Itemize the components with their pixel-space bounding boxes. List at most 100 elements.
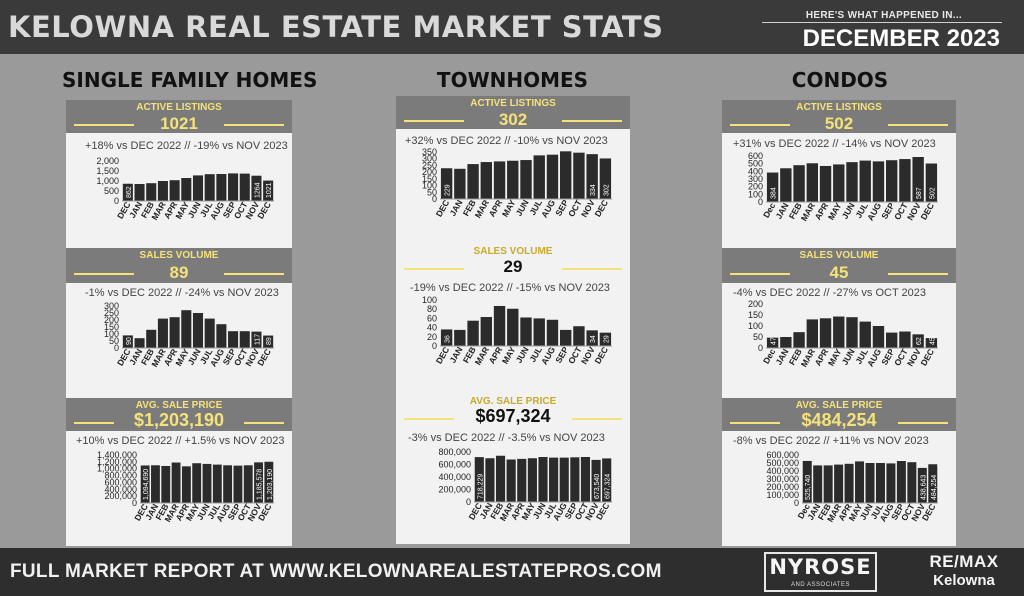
x-category-label: DEC bbox=[592, 198, 610, 219]
report-link[interactable]: FULL MARKET REPORT AT WWW.KELOWNAREALEST… bbox=[10, 561, 662, 582]
bar bbox=[122, 335, 133, 348]
x-category-label: MAY bbox=[500, 345, 518, 366]
bar bbox=[228, 331, 239, 348]
chart-single-family-active-listings: 05001,0001,5002,000862DECJANFEBMARAPRMAY… bbox=[96, 156, 274, 222]
bar bbox=[912, 156, 924, 202]
bar bbox=[474, 457, 484, 502]
y-tick-label: 0 bbox=[432, 341, 437, 351]
column-title-condos: CONDOS bbox=[791, 68, 889, 92]
avg-sale-price-block: AVG. SALE PRICE $484,254 bbox=[722, 398, 956, 431]
x-category-label: DEC bbox=[255, 200, 273, 221]
bar-data-label: 36 bbox=[445, 335, 452, 343]
bar bbox=[855, 461, 865, 503]
bar bbox=[533, 318, 545, 346]
y-tick-label: 0 bbox=[114, 196, 119, 206]
bar bbox=[899, 159, 911, 202]
bar-data-label: 862 bbox=[126, 186, 133, 198]
bar bbox=[204, 174, 215, 201]
bar bbox=[440, 168, 453, 199]
logo-tagline: AND ASSOCIATES bbox=[791, 582, 850, 588]
y-tick-label: 300 bbox=[748, 174, 763, 184]
y-tick-label: 300 bbox=[104, 301, 119, 311]
y-tick-label: 80 bbox=[427, 304, 437, 314]
bar bbox=[493, 305, 506, 346]
x-category-label: MAY bbox=[826, 201, 844, 222]
accent-line bbox=[898, 422, 948, 424]
bar bbox=[467, 164, 479, 199]
metric-label: ACTIVE LISTINGS bbox=[796, 102, 882, 113]
y-tick-label: 1,200,000 bbox=[97, 457, 137, 467]
y-tick-label: 0 bbox=[758, 343, 763, 353]
active-listings-block: ACTIVE LISTINGS 1021 bbox=[66, 100, 292, 133]
bar bbox=[875, 463, 885, 503]
y-tick-label: 100 bbox=[748, 321, 763, 331]
bar bbox=[440, 329, 453, 346]
y-tick-label: 200 bbox=[104, 315, 119, 325]
bar bbox=[538, 457, 548, 502]
bar bbox=[819, 165, 832, 202]
metric-value: 302 bbox=[498, 110, 528, 129]
y-tick-label: 300,000 bbox=[766, 474, 799, 484]
accent-line bbox=[562, 268, 622, 270]
bar bbox=[806, 163, 818, 202]
y-tick-label: 500 bbox=[748, 159, 763, 169]
bar bbox=[228, 173, 239, 201]
bar bbox=[134, 338, 145, 348]
bar bbox=[204, 318, 215, 348]
chart-condos-sales-volume: 05010015020047DecJANFEBMARAPRMAYJUNJULAU… bbox=[748, 300, 938, 369]
column-title-single-family: SINGLE FAMILY HOMES bbox=[62, 68, 318, 92]
x-category-label: JAN bbox=[773, 347, 790, 367]
bar bbox=[264, 461, 274, 503]
bar-data-label: 1021 bbox=[266, 182, 273, 198]
x-category-label: DEC bbox=[592, 345, 610, 366]
bar-data-label: 229 bbox=[445, 184, 452, 196]
accent-line bbox=[74, 124, 134, 126]
y-tick-label: 1,500 bbox=[96, 166, 119, 176]
metric-label: AVG. SALE PRICE bbox=[469, 396, 557, 407]
bar-data-label: 587 bbox=[916, 187, 923, 199]
bar bbox=[239, 331, 250, 348]
y-tick-label: 200 bbox=[422, 167, 437, 177]
sales-volume-block: SALES VOLUME 29 bbox=[396, 244, 630, 276]
bar bbox=[151, 465, 160, 503]
bar bbox=[467, 320, 479, 346]
bar bbox=[146, 183, 157, 201]
y-tick-label: 60 bbox=[427, 313, 437, 323]
bar-data-label: 384 bbox=[771, 187, 778, 199]
bar-data-label: 1264 bbox=[254, 182, 261, 198]
y-tick-label: 600,000 bbox=[438, 460, 471, 470]
bar bbox=[599, 332, 612, 346]
bar bbox=[802, 460, 812, 503]
bar bbox=[925, 163, 938, 202]
accent-line bbox=[224, 124, 284, 126]
page-title: KELOWNA REAL ESTATE MARKET STATS bbox=[8, 10, 664, 44]
y-tick-label: 200,000 bbox=[438, 485, 471, 495]
bar bbox=[454, 168, 466, 199]
bar-data-label: 47 bbox=[771, 337, 778, 345]
y-tick-label: 0 bbox=[132, 498, 137, 508]
y-tick-label: 50 bbox=[427, 187, 437, 197]
chart-single-family-avg-sale-price: 0200,000400,000600,000800,0001,000,0001,… bbox=[97, 450, 274, 524]
bar-data-label: 1,185,578 bbox=[257, 469, 264, 500]
bar bbox=[886, 463, 896, 503]
metric-value: 45 bbox=[829, 263, 849, 282]
chart-single-family-sales-volume: 05010015020025030090DECJANFEBMARAPRMAYJU… bbox=[104, 301, 274, 369]
footer-bar: FULL MARKET REPORT AT WWW.KELOWNAREALEST… bbox=[0, 548, 1024, 596]
metric-value: $1,203,190 bbox=[133, 410, 225, 430]
bar bbox=[520, 317, 532, 346]
bar-data-label: 334 bbox=[590, 184, 597, 196]
y-tick-label: 200 bbox=[748, 300, 763, 309]
accent-line bbox=[244, 422, 284, 424]
metric-label: SALES VOLUME bbox=[473, 246, 553, 257]
sales-volume-block: SALES VOLUME 89 bbox=[66, 248, 292, 283]
y-tick-label: 500 bbox=[104, 186, 119, 196]
y-tick-label: 20 bbox=[427, 332, 437, 342]
y-tick-label: 200,000 bbox=[766, 482, 799, 492]
y-tick-label: 400,000 bbox=[104, 484, 137, 494]
bar bbox=[181, 466, 191, 503]
metric-value: 1021 bbox=[160, 114, 198, 133]
bar bbox=[171, 462, 181, 503]
bar bbox=[157, 181, 168, 201]
header-bar: KELOWNA REAL ESTATE MARKET STATS HERE'S … bbox=[0, 0, 1024, 54]
comparison-text: -4% vs DEC 2022 // -27% vs OCT 2023 bbox=[733, 287, 926, 299]
